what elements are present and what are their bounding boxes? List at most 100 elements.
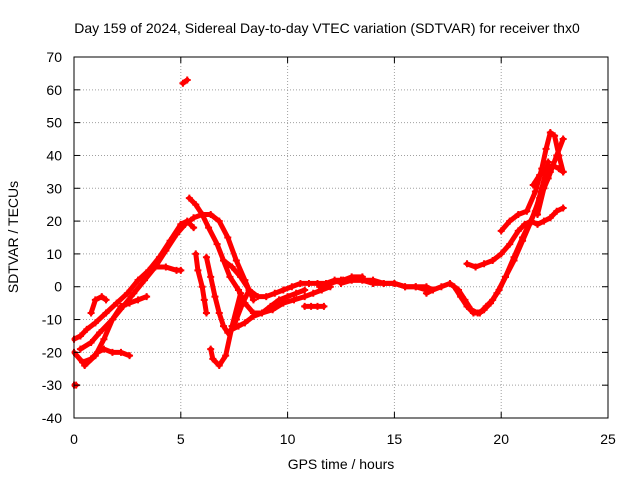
data-point: [301, 293, 309, 301]
data-point: [497, 250, 505, 258]
data-point: [108, 348, 116, 356]
data-point: [288, 283, 296, 291]
data-point: [87, 339, 95, 347]
data-point: [469, 309, 477, 317]
data-point: [510, 256, 518, 264]
data-point: [220, 322, 228, 330]
data-point: [514, 227, 522, 235]
data-point: [292, 289, 300, 297]
data-point: [536, 171, 544, 179]
data-point: [542, 165, 550, 173]
data-point: [87, 309, 95, 317]
data-point: [534, 211, 542, 219]
data-point: [228, 325, 236, 333]
data-point: [527, 217, 535, 225]
data-point: [202, 309, 210, 317]
data-point: [559, 135, 567, 143]
data-point: [546, 128, 554, 136]
data-point: [215, 361, 223, 369]
data-point: [237, 273, 245, 281]
data-point: [401, 283, 409, 291]
data-point: [482, 302, 490, 310]
data-point: [254, 293, 262, 301]
data-point: [553, 207, 561, 215]
data-point: [151, 263, 159, 271]
data-point: [91, 296, 99, 304]
data-point: [546, 168, 554, 176]
data-point: [108, 316, 116, 324]
data-point: [249, 296, 257, 304]
data-point: [369, 276, 377, 284]
data-point: [559, 168, 567, 176]
data-point: [429, 286, 437, 294]
data-point: [220, 256, 228, 264]
data-point: [480, 260, 488, 268]
data-point: [177, 266, 185, 274]
data-point: [200, 296, 208, 304]
data-point: [309, 289, 317, 297]
y-tick-label: 70: [46, 49, 62, 65]
data-point: [179, 79, 187, 87]
y-tick-label: -40: [42, 410, 62, 426]
data-point: [213, 240, 221, 248]
x-axis-title: GPS time / hours: [288, 456, 395, 472]
data-point: [262, 293, 270, 301]
data-point: [501, 273, 509, 281]
data-point: [98, 293, 106, 301]
data-point: [76, 332, 84, 340]
data-point: [463, 260, 471, 268]
data-point: [301, 286, 309, 294]
y-tick-label: -10: [42, 312, 62, 328]
data-point: [183, 76, 191, 84]
data-point: [457, 293, 465, 301]
data-point: [207, 345, 215, 353]
x-tick-label: 25: [600, 431, 616, 447]
data-point: [548, 161, 556, 169]
data-point: [198, 211, 206, 219]
data-point: [519, 237, 527, 245]
y-tick-label: 10: [46, 246, 62, 262]
data-point: [192, 250, 200, 258]
data-point: [380, 279, 388, 287]
data-point: [296, 279, 304, 287]
data-point: [523, 207, 531, 215]
data-point: [540, 217, 548, 225]
data-point: [279, 286, 287, 294]
data-point: [555, 165, 563, 173]
data-point: [497, 227, 505, 235]
data-point: [275, 296, 283, 304]
data-point: [134, 296, 142, 304]
series-track-15: [338, 277, 436, 293]
data-point: [495, 286, 503, 294]
data-point: [207, 273, 215, 281]
data-point: [290, 296, 298, 304]
data-point: [271, 289, 279, 297]
data-point: [91, 352, 99, 360]
data-point: [234, 322, 242, 330]
data-point: [222, 352, 230, 360]
y-axis-title: SDTVAR / TECUs: [5, 181, 21, 293]
data-point: [267, 302, 275, 310]
data-point: [422, 283, 430, 291]
data-point: [316, 283, 324, 291]
chart-title: Day 159 of 2024, Sidereal Day-to-day VTE…: [74, 20, 580, 36]
data-point: [489, 256, 497, 264]
data-point: [100, 335, 108, 343]
data-point: [102, 296, 110, 304]
data-point: [205, 224, 213, 232]
data-point: [181, 220, 189, 228]
data-point: [162, 247, 170, 255]
data-point: [358, 276, 366, 284]
data-point: [91, 319, 99, 327]
data-point: [198, 283, 206, 291]
data-point: [192, 201, 200, 209]
data-point: [215, 217, 223, 225]
data-point: [412, 283, 420, 291]
data-point: [228, 263, 236, 271]
data-point: [506, 240, 514, 248]
data-point: [534, 220, 542, 228]
data-point: [546, 214, 554, 222]
data-point: [472, 263, 480, 271]
data-point: [307, 302, 315, 310]
axis-ticks: 0 5 10 15 20 25 -40 -30 -20 -10 0 10 20 30 40 50 60 70: [42, 49, 616, 447]
